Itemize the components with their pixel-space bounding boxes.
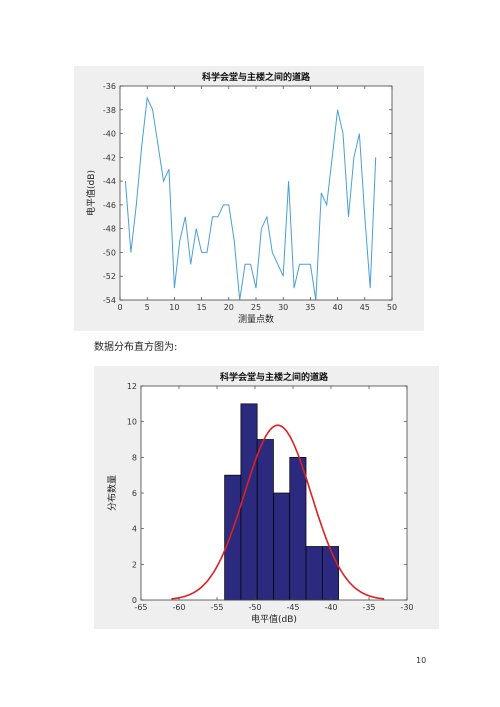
y-tick-label: 4 (132, 525, 137, 534)
series-line (124, 96, 377, 301)
histogram-bar (289, 456, 307, 601)
x-tick-label: 40 (333, 303, 343, 312)
histogram-bar (321, 546, 339, 601)
y-tick-label: -40 (103, 130, 116, 139)
x-tick-label: -30 (400, 603, 413, 612)
x-tick-label: 45 (360, 303, 370, 312)
x-tick-label: 35 (305, 303, 315, 312)
histogram-bar (305, 546, 323, 601)
y-tick-label: 2 (132, 560, 137, 569)
page-number: 10 (416, 656, 427, 665)
chart-title: 科学会堂与主楼之间的道路 (202, 71, 311, 83)
histogram-chart: -65 -60 -55 -50 -45 -40 -35 -30 0 2 4 6 8 10 12 科学会堂与主楼… (106, 371, 414, 625)
y-tick-label: -42 (103, 153, 116, 162)
y-axis-label: 电平值(dB) (85, 170, 97, 216)
y-tick-label: 8 (132, 453, 137, 462)
x-axis-label: 电平值(dB) (251, 613, 297, 625)
y-tick-label: -46 (103, 201, 116, 210)
x-tick-label: -55 (210, 603, 223, 612)
histogram-bar (273, 492, 291, 601)
x-tick-label: -35 (362, 603, 375, 612)
y-tick-label: -54 (103, 296, 116, 305)
chart-title: 科学会堂与主楼之间的道路 (220, 371, 329, 383)
x-tick-label: -45 (286, 603, 299, 612)
x-tick-label: 30 (278, 303, 288, 312)
y-tick-label: 10 (127, 418, 137, 427)
line-chart-figure: 0 5 10 15 20 25 30 35 40 45 50 -54 -52 -50 -48 -46 -44 -4… (74, 66, 424, 331)
x-tick-label: 25 (251, 303, 261, 312)
x-axis-label: 测量点数 (238, 313, 274, 325)
y-tick-label: -44 (103, 177, 116, 186)
y-tick-label: 0 (132, 596, 137, 605)
x-tick-label: 0 (117, 303, 122, 312)
x-tick-label: 10 (169, 303, 179, 312)
x-tick-label: 50 (387, 303, 397, 312)
y-tick-label: -38 (103, 106, 116, 115)
y-tick-label: -50 (103, 248, 116, 257)
plot-area (120, 86, 392, 300)
y-tick-label: 12 (127, 382, 137, 391)
x-tick-label: 20 (224, 303, 234, 312)
x-tick-label: -65 (134, 603, 147, 612)
line-chart: 0 5 10 15 20 25 30 35 40 45 50 -54 -52 -50 -48 -46 -44 -4… (85, 71, 397, 325)
y-tick-label: 6 (132, 489, 137, 498)
x-tick-label: 5 (145, 303, 150, 312)
y-tick-label: -52 (103, 272, 116, 281)
histogram-bar (256, 439, 274, 601)
normal-fit-curve (171, 424, 385, 600)
y-tick-label: -48 (103, 225, 116, 234)
histogram-figure: -65 -60 -55 -50 -45 -40 -35 -30 0 2 4 6 8 10 12 科学会堂与主楼… (94, 366, 439, 629)
x-tick-label: 15 (197, 303, 207, 312)
y-axis-label: 分布数量 (106, 475, 118, 511)
y-tick-label: -36 (103, 82, 116, 91)
histogram-bar (224, 474, 242, 601)
x-tick-label: -60 (172, 603, 185, 612)
x-tick-label: -50 (248, 603, 261, 612)
x-tick-label: -40 (324, 603, 337, 612)
histogram-bar (240, 403, 258, 601)
histogram-caption: 数据分布直方图为: (94, 342, 178, 353)
